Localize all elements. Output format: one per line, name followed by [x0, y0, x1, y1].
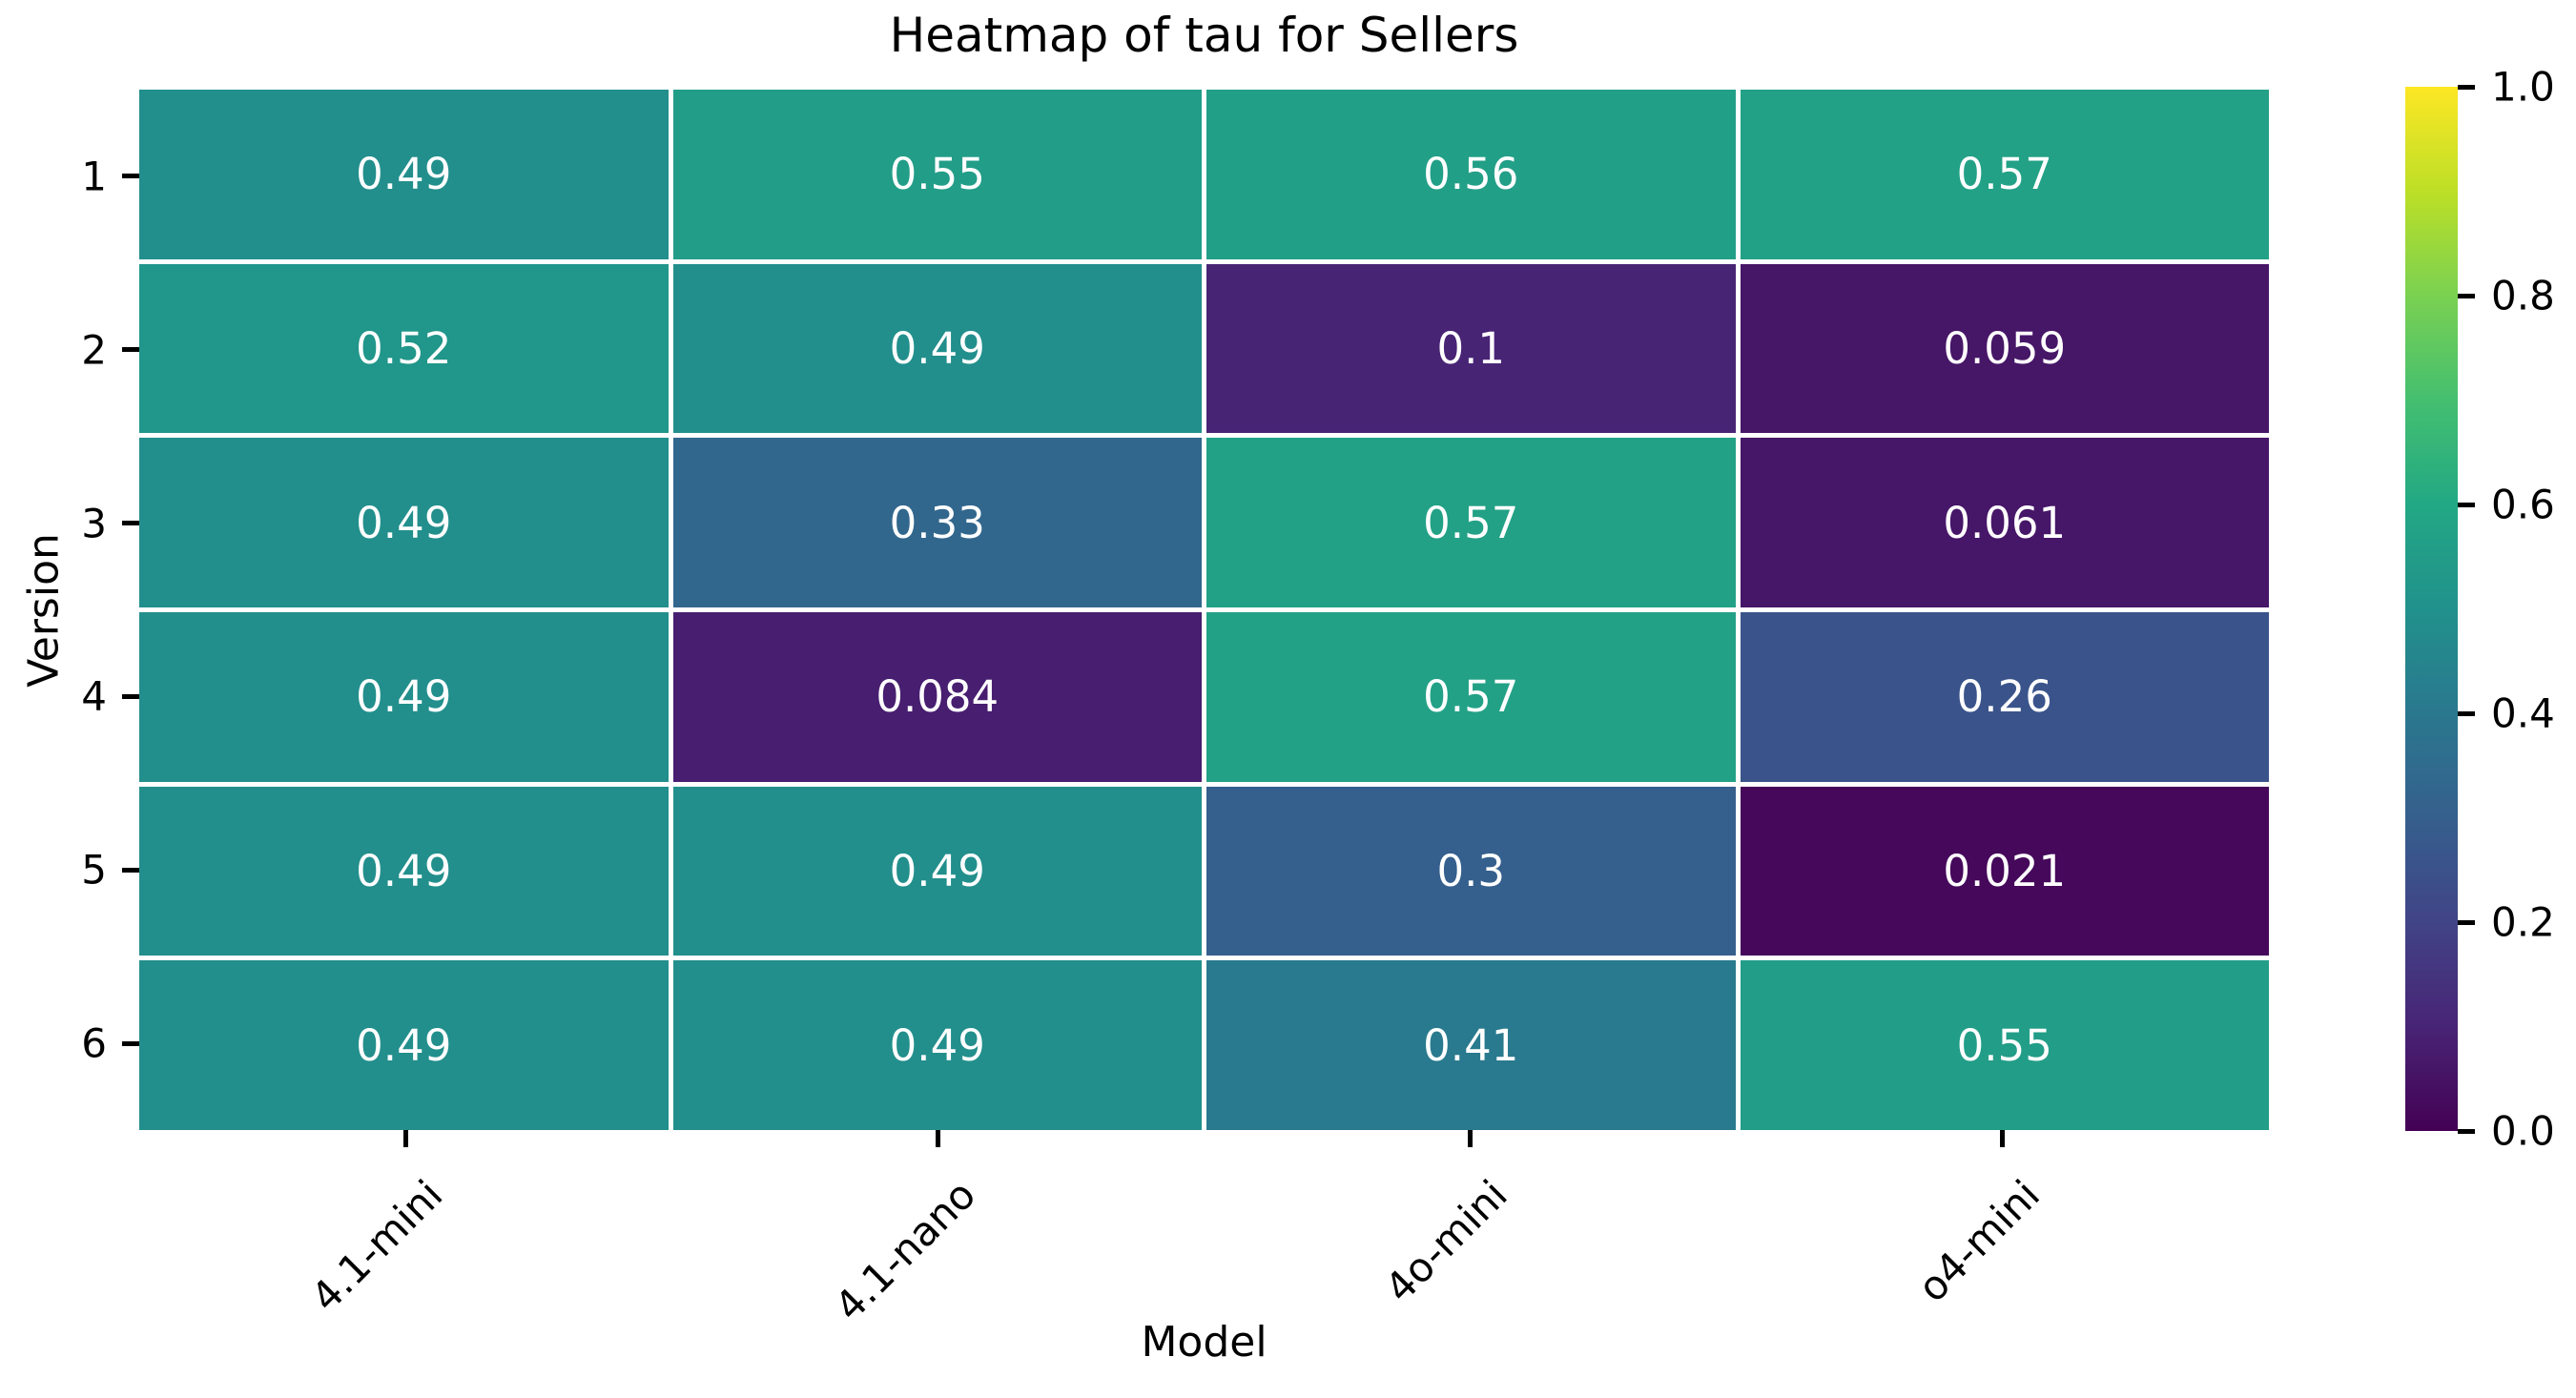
y-tick-mark — [122, 1040, 139, 1046]
colorbar-tick-label: 0.6 — [2491, 481, 2555, 528]
heatmap-cell: 0.41 — [1206, 960, 1736, 1130]
heatmap-cell: 0.084 — [672, 612, 1202, 782]
y-tick-label: 4 — [81, 672, 107, 720]
heatmap-cell: 0.26 — [1740, 612, 2269, 782]
cell-value: 0.021 — [1943, 845, 2067, 896]
cell-value: 0.49 — [889, 1019, 985, 1071]
heatmap-cell: 0.57 — [1206, 612, 1736, 782]
cell-value: 0.084 — [876, 671, 999, 723]
y-tick-label: 6 — [81, 1019, 107, 1067]
heatmap-cell: 0.49 — [139, 612, 669, 782]
colorbar-tick-label: 0.8 — [2491, 272, 2555, 319]
y-tick-mark — [122, 174, 139, 179]
heatmap-cell: 0.49 — [139, 438, 669, 607]
cell-value: 0.1 — [1436, 322, 1506, 374]
colorbar-tick-mark — [2458, 919, 2475, 925]
chart-title: Heatmap of tau for Sellers — [889, 8, 1519, 63]
cell-value: 0.41 — [1423, 1019, 1519, 1071]
cell-value: 0.49 — [889, 845, 985, 896]
heatmap-cell: 0.57 — [1206, 438, 1736, 607]
colorbar-tick-mark — [2458, 502, 2475, 507]
cell-value: 0.55 — [889, 149, 985, 200]
x-tick-label: 4.1-mini — [301, 1171, 452, 1321]
cell-value: 0.061 — [1943, 497, 2067, 548]
colorbar-tick-mark — [2458, 293, 2475, 298]
y-tick-mark — [122, 347, 139, 353]
x-tick-mark — [402, 1130, 408, 1147]
y-tick-label: 2 — [81, 326, 107, 374]
x-tick-label: 4.1-nano — [825, 1171, 985, 1330]
heatmap-cell: 0.49 — [139, 90, 669, 259]
cell-value: 0.55 — [1956, 1019, 2052, 1071]
heatmap-cell: 0.57 — [1740, 90, 2269, 259]
heatmap-cell: 0.021 — [1740, 786, 2269, 956]
heatmap-cell: 0.1 — [1206, 263, 1736, 434]
cell-value: 0.33 — [889, 497, 985, 548]
heatmap-cell: 0.3 — [1206, 786, 1736, 956]
x-axis-label: Model — [1141, 1318, 1267, 1367]
cell-value: 0.52 — [356, 322, 452, 374]
x-tick-mark — [935, 1130, 940, 1147]
y-tick-mark — [122, 693, 139, 699]
heatmap-cell: 0.49 — [672, 263, 1202, 434]
y-axis-label: Version — [19, 533, 69, 688]
cell-value: 0.56 — [1423, 149, 1519, 200]
y-tick-label: 5 — [81, 846, 107, 894]
cell-value: 0.26 — [1956, 671, 2052, 723]
heatmap-cell: 0.33 — [672, 438, 1202, 607]
y-tick-label: 1 — [81, 153, 107, 200]
heatmap-cell: 0.059 — [1740, 263, 2269, 434]
x-tick-mark — [2000, 1130, 2006, 1147]
x-tick-mark — [1468, 1130, 1473, 1147]
colorbar — [2405, 87, 2458, 1131]
cell-value: 0.059 — [1943, 322, 2067, 374]
heatmap-cell: 0.49 — [139, 786, 669, 956]
cell-value: 0.49 — [356, 671, 452, 723]
colorbar-tick-label: 0.2 — [2491, 898, 2555, 946]
heatmap-cell: 0.49 — [672, 960, 1202, 1130]
cell-value: 0.49 — [356, 497, 452, 548]
x-tick-label: o4-mini — [1908, 1171, 2050, 1311]
x-tick-label: 4o-mini — [1376, 1171, 1517, 1312]
cell-value: 0.49 — [356, 149, 452, 200]
heatmap-cell: 0.49 — [672, 786, 1202, 956]
heatmap-cell: 0.56 — [1206, 90, 1736, 259]
cell-value: 0.57 — [1956, 149, 2052, 200]
cell-value: 0.57 — [1423, 497, 1519, 548]
cell-value: 0.3 — [1436, 845, 1506, 896]
heatmap-grid: 0.49 0.55 0.56 0.57 0.52 0.49 0.1 0.059 0.49 0.33… — [139, 90, 2269, 1130]
cell-value: 0.49 — [356, 1019, 452, 1071]
cell-value: 0.49 — [889, 322, 985, 374]
y-tick-label: 3 — [81, 500, 107, 547]
heatmap-cell: 0.49 — [139, 960, 669, 1130]
heatmap-cell: 0.061 — [1740, 438, 2269, 607]
cell-value: 0.49 — [356, 845, 452, 896]
y-tick-mark — [122, 867, 139, 873]
heatmap-cell: 0.55 — [672, 90, 1202, 259]
colorbar-tick-label: 1.0 — [2491, 63, 2555, 111]
colorbar-tick-mark — [2458, 1128, 2475, 1134]
heatmap-cell: 0.55 — [1740, 960, 2269, 1130]
y-tick-mark — [122, 521, 139, 526]
heatmap-cell: 0.52 — [139, 263, 669, 434]
colorbar-tick-label: 0.0 — [2491, 1107, 2555, 1155]
colorbar-tick-mark — [2458, 84, 2475, 90]
cell-value: 0.57 — [1423, 671, 1519, 723]
colorbar-tick-label: 0.4 — [2491, 689, 2555, 737]
colorbar-tick-mark — [2458, 710, 2475, 716]
